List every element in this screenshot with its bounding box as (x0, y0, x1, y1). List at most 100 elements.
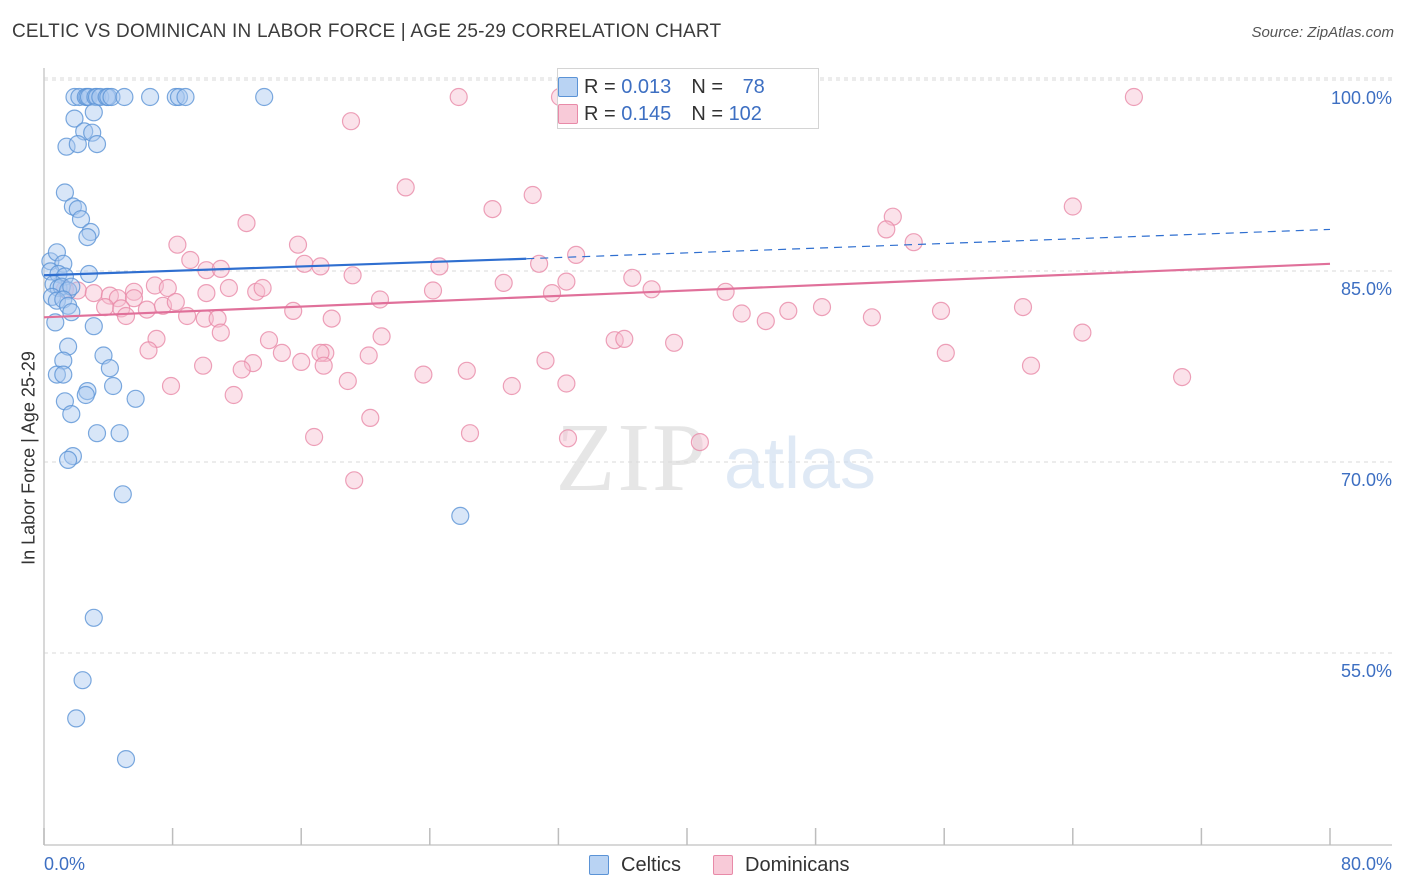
dominican-point (936, 343, 955, 362)
dominican-point (502, 376, 521, 396)
celtic-point (81, 222, 100, 242)
dominican-point (1063, 197, 1082, 216)
legend-r-value: 0.013 (621, 75, 672, 98)
dominican-point (284, 301, 303, 320)
bottom-legend-dominicans: Dominicans (713, 853, 849, 877)
dominican-point (483, 200, 502, 219)
correlation-legend: R = 0.013 N = 78 R = 0.145 N = 102 (557, 68, 819, 129)
celtic-point (113, 485, 132, 504)
dominican-point (1013, 298, 1033, 317)
y-tick-label: 85.0% (1341, 279, 1392, 299)
dominican-point (166, 292, 185, 312)
legend-r-label: R = (584, 102, 622, 125)
dominican-point (361, 408, 380, 427)
dominican-point (494, 273, 513, 292)
dominican-point (95, 298, 115, 317)
x-tick-label-min: 0.0% (44, 854, 85, 874)
dominican-point (423, 281, 443, 300)
celtics-legend-label: Celtics (621, 853, 682, 876)
dominican-point (292, 352, 311, 371)
legend-n-value: 102 (728, 102, 762, 125)
dominican-point (1124, 87, 1144, 107)
points-layer (41, 87, 1192, 769)
dominican-point (219, 278, 238, 298)
dominican-point (529, 254, 549, 273)
celtic-point (78, 228, 97, 247)
trend-layer (43, 228, 1331, 319)
x-tick-label-max: 80.0% (1341, 854, 1392, 874)
dominican-point (557, 272, 576, 291)
axes-layer (43, 68, 1392, 846)
celtic-point (47, 243, 67, 262)
dominican-point (272, 343, 291, 362)
legend-row-celtics: R = 0.013 N = 78 (558, 75, 765, 99)
celtic-point (116, 749, 136, 769)
celtic-point (83, 123, 102, 142)
legend-n-label: N = (691, 102, 729, 125)
dominican-point (642, 280, 661, 299)
dominican-point (457, 361, 476, 380)
watermark-atlas: atlas (724, 424, 876, 504)
dominican-point (314, 356, 333, 375)
celtic-point (115, 87, 134, 107)
celtic-point (57, 137, 76, 156)
dominican-point (322, 309, 341, 328)
dominican-point (194, 356, 213, 375)
watermark: ZIP atlas (556, 404, 877, 512)
dominican-point (732, 304, 751, 323)
celtic-point (54, 365, 73, 384)
dominican-point (756, 312, 775, 331)
celtic-trend-extension (526, 228, 1331, 260)
celtic-point (63, 197, 83, 216)
celtic-point (65, 109, 84, 128)
dominican-point (862, 308, 882, 327)
dominican-point (124, 282, 144, 301)
dominican-point (1073, 323, 1092, 342)
dominican-point (338, 371, 357, 391)
y-tick-label: 100.0% (1331, 88, 1392, 108)
legend-r-value: 0.145 (621, 102, 672, 125)
dominican-point (108, 289, 128, 308)
legend-n-value: 78 (742, 75, 765, 98)
celtic-point (62, 405, 81, 424)
y-tick-label: 70.0% (1341, 470, 1392, 490)
dominican-point (449, 87, 468, 107)
dominican-point (566, 245, 586, 264)
dominican-point (557, 374, 576, 393)
dominican-point (295, 254, 314, 273)
dominican-point (370, 290, 390, 309)
dominican-point (372, 327, 391, 346)
chart-title: CELTIC VS DOMINICAN IN LABOR FORCE | AGE… (12, 21, 722, 42)
celtic-point (58, 337, 78, 356)
celtic-point (87, 135, 107, 154)
dominican-point (523, 185, 542, 205)
dominicans-swatch (558, 104, 578, 124)
dominican-point (243, 354, 263, 373)
celtic-point (73, 671, 92, 690)
legend-n-label: N = (691, 75, 729, 98)
dominican-point (161, 376, 181, 396)
celtic-point (103, 376, 123, 396)
dominican-point (605, 331, 624, 350)
dominican-trend-line (43, 262, 1331, 319)
dominican-point (1172, 368, 1192, 387)
dominican-point (345, 471, 364, 490)
celtic-point (58, 450, 78, 469)
celtic-point (46, 313, 65, 332)
dominican-point (232, 360, 251, 379)
celtic-point (84, 103, 103, 122)
dominican-point (877, 220, 896, 239)
dominican-point (84, 284, 103, 303)
celtic-point (68, 135, 87, 154)
celtic-point (451, 506, 470, 526)
tick-labels-layer: 55.0% 70.0% 85.0% 100.0% 0.0% 80.0% (44, 88, 1392, 874)
celtic-point (100, 359, 120, 378)
dominican-point (259, 331, 279, 350)
celtics-legend-swatch (589, 855, 609, 875)
dominican-point (137, 300, 156, 319)
celtic-point (67, 709, 86, 728)
dominican-point (181, 250, 200, 270)
legend-r-label: R = (584, 75, 622, 98)
dominican-point (124, 289, 144, 308)
celtic-point (110, 424, 129, 443)
